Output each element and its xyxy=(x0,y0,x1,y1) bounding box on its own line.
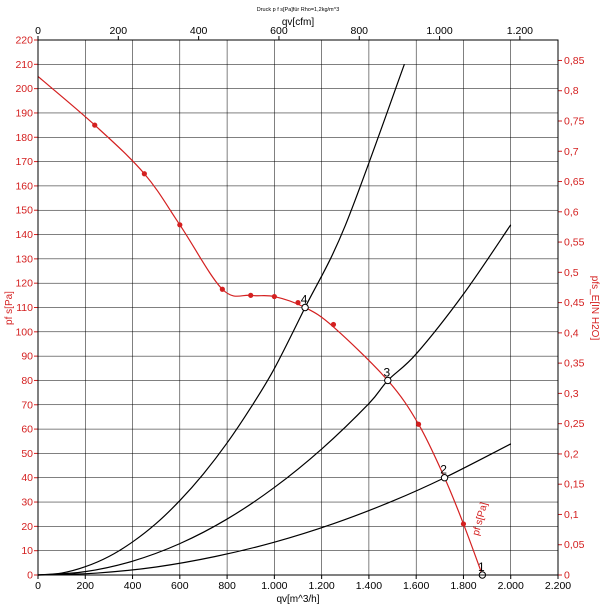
tick-label-right: 0,1 xyxy=(564,509,579,521)
plot-frame xyxy=(37,39,559,576)
tick-label-right: 0,4 xyxy=(564,327,579,339)
tick-label-left: 130 xyxy=(15,253,33,265)
top-axis-label: qv[cfm] xyxy=(282,17,314,28)
tick-label-right: 0,65 xyxy=(564,176,585,188)
tick-label-right: 0,45 xyxy=(564,297,585,309)
tick-label-right: 0 xyxy=(564,570,570,582)
tick-label-left: 160 xyxy=(15,180,33,192)
tick-label-left: 30 xyxy=(21,497,33,509)
tick-label-left: 150 xyxy=(15,205,33,217)
system-curve-2 xyxy=(37,224,512,576)
tick-label-top: 800 xyxy=(350,25,368,37)
tick-label-top: 1.200 xyxy=(507,25,533,37)
tick-label-left: 120 xyxy=(15,278,33,290)
tick-label-bottom: 1.600 xyxy=(403,580,429,592)
tick-label-right: 0,5 xyxy=(564,267,579,279)
grid-lines xyxy=(38,40,558,575)
operating-point-label: 3 xyxy=(383,365,390,379)
tick-label-left: 170 xyxy=(15,156,33,168)
tick-label-left: 40 xyxy=(21,472,33,484)
tick-label-right: 0,05 xyxy=(564,539,585,551)
axes: 0 200 400 600 800 1.000 1.200 1.400 1.600 1.800 2.… xyxy=(15,25,584,592)
right-axis-label: pfs_E[IN H2O] xyxy=(589,276,600,341)
tick-label-bottom: 1.000 xyxy=(261,580,287,592)
tick-label-right: 0,8 xyxy=(564,85,579,97)
tick-label-top: 0 xyxy=(35,25,41,37)
tick-label-left: 70 xyxy=(21,399,33,411)
tick-label-right: 0,25 xyxy=(564,418,585,430)
tick-label-right: 0,15 xyxy=(564,479,585,491)
tick-label-bottom: 2.000 xyxy=(498,580,524,592)
tick-label-right: 0,35 xyxy=(564,358,585,370)
operating-point-marker xyxy=(440,474,449,482)
tick-label-top: 200 xyxy=(110,25,128,37)
tick-label-left: 220 xyxy=(15,35,33,47)
operating-point-label: 4 xyxy=(301,293,308,307)
tick-label-left: 140 xyxy=(15,229,33,241)
operating-point-label: 1 xyxy=(478,560,485,574)
tick-label-left: 100 xyxy=(15,326,33,338)
fan-curve-marker xyxy=(295,300,301,306)
fan-curve-label: pf s[Pa] xyxy=(471,501,490,537)
tick-label-left: 10 xyxy=(21,545,33,557)
fan-curve-marker xyxy=(92,122,98,128)
tick-label-bottom: 1.400 xyxy=(356,580,382,592)
tick-label-left: 90 xyxy=(21,351,33,363)
tick-label-left: 200 xyxy=(15,83,33,95)
tick-label-left: 110 xyxy=(16,302,33,314)
fan-curve-marker xyxy=(330,321,337,328)
system-curves xyxy=(37,64,512,576)
tick-label-left: 80 xyxy=(21,375,33,387)
fan-curve-marker xyxy=(415,421,422,427)
tick-label-left: 210 xyxy=(15,59,33,71)
operating-point-label: 2 xyxy=(440,463,447,477)
tick-label-left: 60 xyxy=(21,424,33,436)
tick-label-left: 0 xyxy=(27,570,33,582)
tick-label-left: 50 xyxy=(21,448,33,460)
fan-curve-marker xyxy=(460,521,467,527)
tick-label-right: 0,2 xyxy=(564,448,579,460)
fan-curve-marker xyxy=(219,286,225,292)
fan-curve-marker xyxy=(248,292,254,298)
fan-curve-marker xyxy=(177,222,183,228)
tick-label-bottom: 200 xyxy=(77,580,95,592)
tick-label-right: 0,85 xyxy=(564,55,585,67)
tick-label-right: 0,55 xyxy=(564,237,585,249)
operating-point-marker xyxy=(301,303,309,312)
left-axis-label: pf s[Pa] xyxy=(4,291,15,325)
tick-label-top: 1.000 xyxy=(426,25,452,37)
bottom-axis-label: qv[m^3/h] xyxy=(276,594,319,605)
tick-label-bottom: 400 xyxy=(124,580,142,592)
tick-label-right: 0,7 xyxy=(564,146,579,158)
fan-curve-marker xyxy=(271,293,277,300)
tick-label-right: 0,6 xyxy=(564,206,579,218)
tick-label-bottom: 0 xyxy=(35,580,41,592)
system-curve-1 xyxy=(37,64,405,576)
tick-label-left: 190 xyxy=(15,107,33,119)
tick-label-bottom: 600 xyxy=(171,580,189,592)
tick-label-right: 0,3 xyxy=(564,388,579,400)
fan-curve-group: pf s[Pa] xyxy=(37,76,490,576)
tick-label-left: 180 xyxy=(15,132,33,144)
tick-label-top: 600 xyxy=(270,25,288,37)
fan-curve xyxy=(37,76,483,576)
operating-points: 1 2 3 4 xyxy=(301,293,487,579)
tick-label-left: 20 xyxy=(21,521,33,533)
tick-label-bottom: 2.200 xyxy=(545,580,571,592)
tick-label-bottom: 1.800 xyxy=(450,580,476,592)
operating-point-marker xyxy=(384,376,392,385)
chart-title: Druck p f s[Pa]für Rho=1,2kg/m^3 xyxy=(257,7,340,13)
system-curve-3 xyxy=(37,443,512,576)
tick-label-right: 0,75 xyxy=(564,115,585,127)
fan-curve-marker xyxy=(141,171,147,177)
tick-label-top: 400 xyxy=(190,25,208,37)
tick-label-bottom: 800 xyxy=(218,580,236,592)
tick-label-bottom: 1.200 xyxy=(308,580,334,592)
